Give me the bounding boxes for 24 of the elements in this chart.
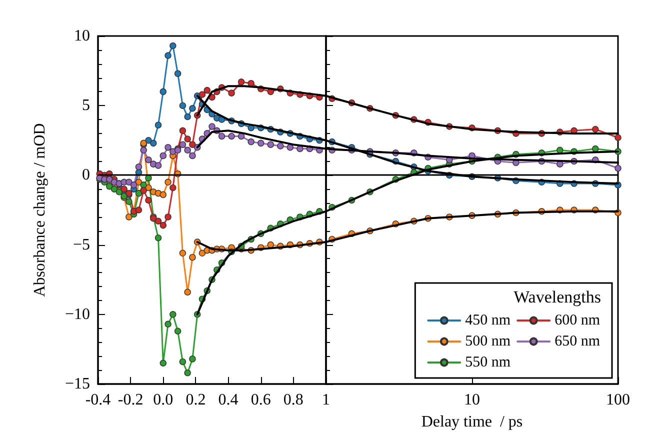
legend-label: 550 nm <box>465 354 511 370</box>
y-tick-label: 0 <box>82 166 90 184</box>
legend-title: Wavelengths <box>514 287 601 306</box>
x-axis-title: Delay time / ps <box>421 414 523 430</box>
legend-label: 600 nm <box>554 312 600 328</box>
x-tick-label: 0.2 <box>186 392 206 408</box>
y-tick-label: −10 <box>64 306 90 323</box>
y-tick-label: 10 <box>74 28 90 44</box>
x-tick-label: 0.0 <box>153 392 174 408</box>
x-tick-label: 10 <box>464 392 480 408</box>
x-tick-label: -0.4 <box>85 392 111 408</box>
legend-label: 650 nm <box>554 334 600 350</box>
x-tick-label: 100 <box>606 392 630 408</box>
x-tick-label: 0.4 <box>218 392 238 408</box>
x-tick-label: -0.2 <box>118 392 144 408</box>
y-tick-label: −5 <box>72 236 90 254</box>
y-tick-label: 5 <box>82 97 90 114</box>
x-tick-label: 0.8 <box>283 392 304 408</box>
y-axis-title: Absorbance change / mOD <box>32 123 48 297</box>
legend-label: 450 nm <box>465 312 511 328</box>
x-tick-label: 1 <box>322 392 330 408</box>
legend-label: 500 nm <box>465 334 511 350</box>
y-tick-label: −15 <box>64 376 90 392</box>
x-tick-label: 0.6 <box>250 392 271 408</box>
